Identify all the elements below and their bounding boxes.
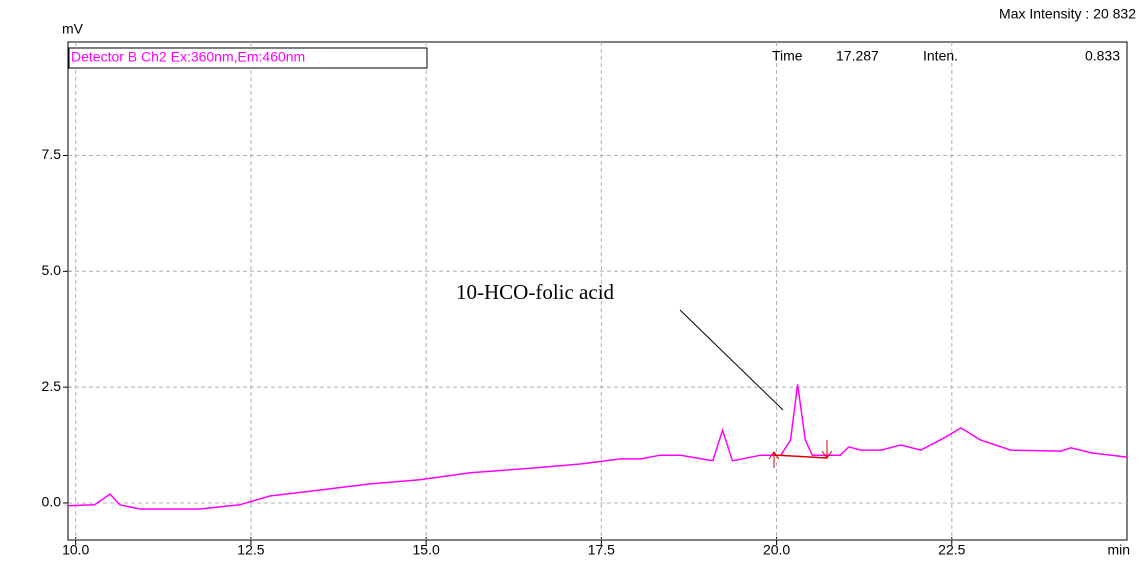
x-tick-label: 15.0 — [413, 542, 440, 558]
legend-entry: Detector B Ch2 Ex:360nm,Em:460nm — [71, 49, 305, 65]
x-tick-label: 17.5 — [588, 542, 615, 558]
cursor-inten-label: Inten. — [923, 48, 958, 64]
plot-area — [67, 41, 1128, 541]
x-tick-label: 12.5 — [237, 542, 264, 558]
integration-baseline — [768, 440, 833, 468]
cursor-inten: 0.833 — [1085, 48, 1120, 64]
legend-box — [68, 47, 428, 69]
annotation-leader — [679, 309, 784, 411]
annotation: 10-HCO-folic acid — [456, 280, 615, 304]
cursor-time-label: Time — [772, 48, 803, 64]
y-tick-label: 7.5 — [42, 146, 62, 162]
y-tick-label: 5.0 — [42, 262, 62, 278]
x-tick-label: 20.0 — [763, 542, 790, 558]
y-tick-label: 2.5 — [42, 378, 62, 394]
y-axis-label: mV — [62, 21, 84, 37]
max-intensity: Max Intensity : 20 832 — [999, 6, 1136, 22]
data-line — [67, 384, 1128, 510]
y-tick-label: 0.0 — [42, 494, 62, 510]
x-axis-label: min — [1107, 542, 1130, 558]
x-tick-label: 10.0 — [62, 542, 89, 558]
x-tick-label: 22.5 — [938, 542, 965, 558]
cursor-time: 17.287 — [836, 48, 879, 64]
